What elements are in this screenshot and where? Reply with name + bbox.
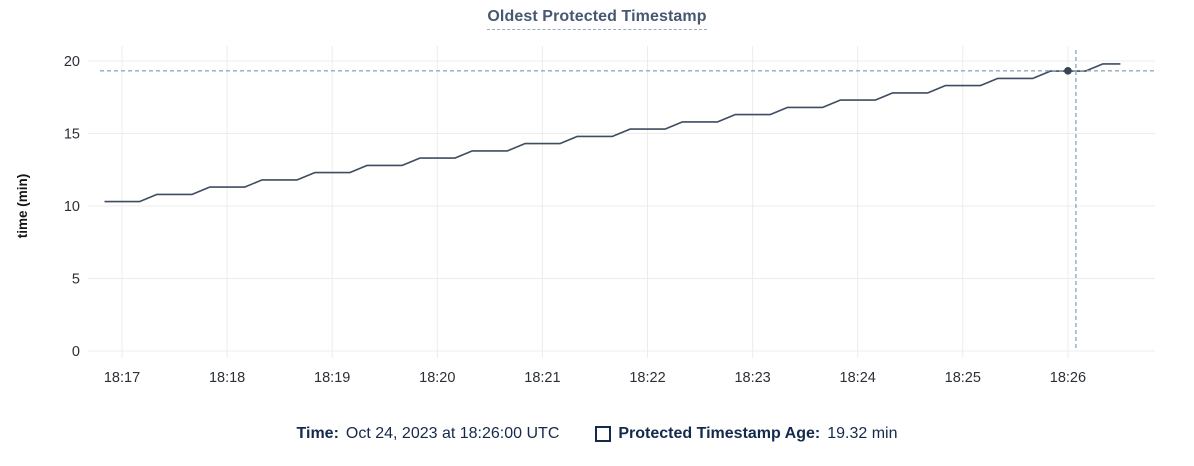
x-tick-label: 18:19: [314, 370, 350, 386]
x-tick-label: 18:21: [524, 370, 560, 386]
x-tick-label: 18:26: [1050, 370, 1086, 386]
chart-legend: Time: Oct 24, 2023 at 18:26:00 UTC Prote…: [0, 424, 1194, 444]
x-tick-label: 18:25: [945, 370, 981, 386]
y-tick-label: 15: [64, 127, 80, 143]
chart-title[interactable]: Oldest Protected Timestamp: [487, 8, 707, 30]
x-tick-label: 18:24: [840, 370, 876, 386]
x-tick-label: 18:23: [734, 370, 770, 386]
x-tick-label: 18:20: [419, 370, 455, 386]
y-tick-label: 10: [64, 199, 80, 215]
y-axis-title: time (min): [15, 174, 30, 239]
chart-plot-area[interactable]: time (min) 18:17 18:18 18:19 18:20 18:21 18:2…: [0, 0, 1194, 400]
x-tick-label: 18:18: [209, 370, 245, 386]
y-tick-label: 5: [72, 272, 80, 288]
y-tick-label: 0: [72, 344, 80, 360]
legend-series-value: 19.32 min: [827, 425, 898, 442]
legend-time-label: Time:: [296, 425, 339, 442]
hover-data-point: [1064, 67, 1072, 75]
legend-time-value: Oct 24, 2023 at 18:26:00 UTC: [345, 425, 560, 442]
legend-series-label: Protected Timestamp Age:: [618, 425, 821, 442]
y-tick-label: 20: [64, 54, 80, 70]
series-checkbox[interactable]: [595, 426, 612, 442]
x-tick-label: 18:17: [104, 370, 140, 386]
series-line-protected-timestamp-age: [104, 63, 1121, 203]
x-tick-label: 18:22: [629, 370, 665, 386]
chart-title-row: Oldest Protected Timestamp: [0, 8, 1194, 30]
